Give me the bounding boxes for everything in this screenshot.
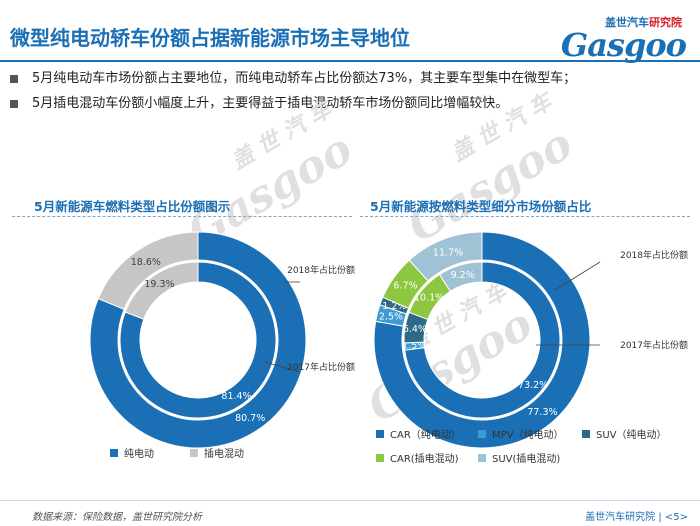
bullet-list: 5月纯电动车市场份额占主要地位，而纯电动轿车占比份额达73%，其主要车型集中在微… [10, 66, 690, 116]
bullet-text: 5月纯电动车市场份额占主要地位，而纯电动轿车占比份额达73%，其主要车型集中在微… [32, 71, 577, 86]
donut-slice [438, 261, 483, 293]
slice-label: 9.2% [451, 270, 475, 281]
slice-label: 77.3% [527, 407, 557, 418]
footer [0, 500, 700, 526]
legend-swatch [582, 429, 590, 438]
donut-slice [119, 261, 277, 419]
logo-cn-part2: 研究院 [649, 16, 682, 29]
legend-label: SUV(插电混动) [492, 454, 561, 465]
donut-slice [124, 261, 199, 320]
slice-label: 19.3% [144, 279, 174, 290]
legend-swatch [376, 429, 384, 438]
bullet-text: 5月插电混动车份额小幅度上升，主要得益于插电混动轿车市场份额同比增幅较快。 [32, 96, 509, 111]
legend-item: CAR(插电混动) [376, 450, 459, 465]
series-callout-label: 2018年占比份额 [620, 249, 688, 261]
legend-label: CAR(插电混动) [390, 454, 459, 465]
legend-swatch [376, 453, 384, 462]
slice-label: 2.5% [379, 311, 403, 322]
bullet-square-icon [10, 74, 18, 83]
slice-label: 81.4% [221, 391, 251, 402]
legend-label: SUV（纯电动） [596, 430, 667, 441]
chart-left-title: 5月新能源车燃料类型占比份额图示 [34, 199, 231, 214]
donut-slice [408, 231, 483, 282]
logo-cn: 盖世汽车研究院 [605, 14, 682, 30]
donut-slice [404, 261, 561, 419]
legend-item: CAR（纯电动） [376, 426, 461, 441]
legend-swatch [190, 448, 198, 457]
bullet-square-icon [10, 99, 18, 108]
slice-label: 80.7% [235, 413, 265, 424]
footer-org: 盖世汽车研究院 [585, 512, 656, 523]
slice-label: 10.1% [414, 292, 444, 303]
legend-item: 插电混动 [190, 445, 244, 460]
legend-label: 纯电动 [124, 449, 154, 460]
bullet-item: 5月插电混动车份额小幅度上升，主要得益于插电混动轿车市场份额同比增幅较快。 [10, 91, 690, 116]
legend-label: MPV（纯电动） [492, 430, 564, 441]
chart-left-divider [12, 216, 352, 218]
logo-en: Gasgoo [560, 26, 687, 64]
callout-line [264, 361, 301, 373]
chart-right-title: 5月新能源按燃料类型细分市场份额占比 [370, 199, 592, 214]
chart-right-divider [360, 216, 690, 218]
legend-item: SUV(插电混动) [478, 450, 560, 465]
donut-slice [89, 231, 307, 449]
legend-item: SUV（纯电动） [582, 426, 667, 441]
data-source: 数据来源：保险数据，盖世研究院分析 [32, 512, 202, 523]
series-callout-label: 2018年占比份额 [287, 264, 355, 276]
legend-swatch [478, 453, 486, 462]
header-rule [0, 60, 700, 62]
gasgoo-logo: 盖世汽车研究院 Gasgoo [536, 14, 687, 64]
legend-swatch [110, 448, 118, 457]
legend-item: MPV（纯电动） [478, 426, 564, 441]
slice-label: 1.5% [402, 341, 426, 352]
legend-label: CAR（纯电动） [390, 430, 461, 441]
donut-slice [373, 231, 591, 449]
bullet-item: 5月纯电动车市场份额占主要地位，而纯电动轿车占比份额达73%，其主要车型集中在微… [10, 66, 690, 91]
donut-slice [97, 231, 199, 310]
slice-label: 18.6% [131, 257, 161, 268]
slice-label: 73.2% [518, 380, 548, 391]
page-title: 微型纯电动轿车份额占据新能源市场主导地位 [10, 26, 410, 50]
callout-line [554, 261, 601, 291]
legend-swatch [478, 429, 486, 438]
slice-label: 11.7% [433, 247, 463, 258]
logo-cn-part1: 盖世汽车 [605, 16, 649, 29]
series-callout-label: 2017年占比份额 [287, 361, 355, 373]
series-callout-label: 2017年占比份额 [620, 339, 688, 351]
legend-label: 插电混动 [204, 449, 244, 460]
page-number: <5> [664, 512, 688, 523]
slice-label: 6.4% [403, 324, 427, 335]
legend-item: 纯电动 [110, 445, 154, 460]
footer-org-page: 盖世汽车研究院 | <5> [585, 512, 688, 523]
slice-label: 6.7% [393, 280, 417, 291]
slice-label: 1.2% [382, 301, 406, 312]
